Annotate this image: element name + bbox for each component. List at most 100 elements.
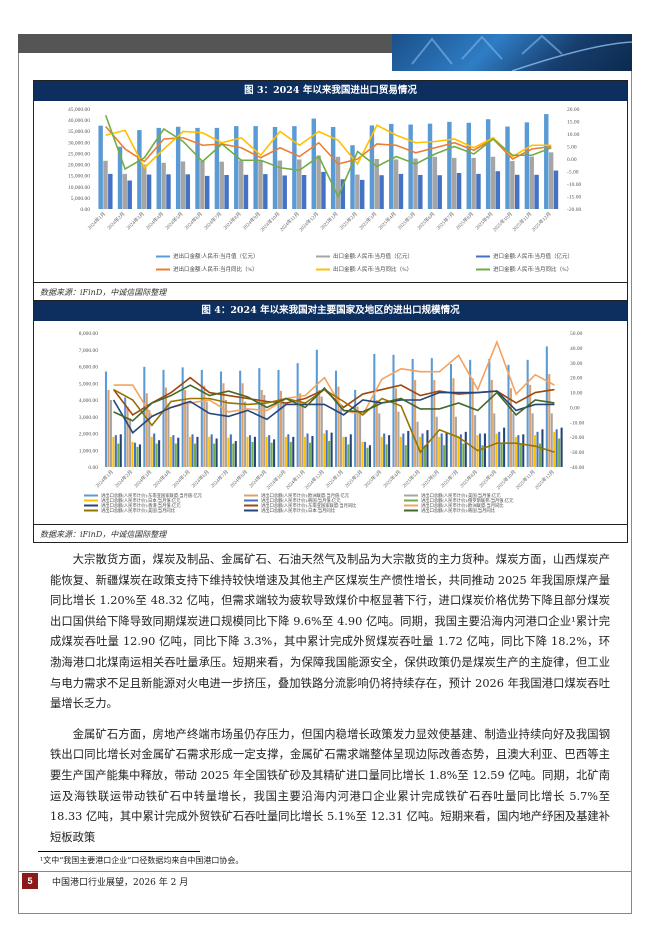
footer-text: 中国港口行业展望，2026 年 2 月	[52, 878, 189, 888]
bar	[210, 434, 213, 467]
bar	[490, 156, 496, 209]
bar	[534, 174, 539, 209]
legend-label: 进出口总额(人民币计价):俄罗斯联邦:当月值:亿元	[421, 497, 514, 504]
bar	[203, 385, 206, 467]
bar	[318, 389, 321, 467]
bar	[430, 358, 433, 467]
bar	[356, 406, 359, 467]
y-tick-label: 2,000.00	[79, 432, 99, 438]
x-tick-label: 2025年5月	[396, 210, 417, 231]
bar	[308, 442, 312, 467]
bar	[306, 433, 309, 467]
x-tick-label: 2025年6月	[416, 210, 437, 231]
bar	[131, 441, 134, 467]
x-tick-label: 2024年3月	[132, 468, 153, 489]
y-tick-label: 40,000.00	[68, 118, 90, 124]
y-tick-label: 0.00	[88, 465, 98, 471]
bar	[462, 443, 465, 467]
y-tick-label: 1,000.00	[79, 448, 99, 454]
bar	[493, 413, 496, 467]
bar	[277, 160, 283, 209]
bar	[138, 444, 141, 467]
bar	[193, 443, 197, 467]
bar	[205, 401, 208, 467]
y-tick-label: 5,000.00	[71, 196, 91, 202]
bar	[349, 434, 352, 467]
bar	[185, 174, 191, 209]
bar	[340, 179, 346, 209]
x-tick-label: 2025年9月	[474, 210, 495, 231]
bar	[452, 378, 455, 467]
y-tick-label: 20,000.00	[68, 163, 90, 169]
bar	[270, 442, 273, 467]
bar	[323, 433, 326, 467]
y-tick-label: 4,000.00	[79, 398, 99, 404]
bar	[438, 436, 441, 467]
legend-label: 进出口总额(人民币计价):东南亚国家联盟:当月值:亿元	[101, 492, 203, 499]
bar	[244, 401, 247, 467]
bar	[514, 436, 517, 467]
legend-swatch	[84, 504, 98, 507]
bar	[301, 405, 304, 467]
x-tick-label: 2025年12月	[530, 210, 553, 233]
bar	[471, 157, 476, 209]
bar	[394, 388, 397, 467]
bar	[304, 436, 307, 467]
bar	[196, 436, 199, 467]
bar	[418, 175, 423, 209]
legend-swatch	[84, 509, 98, 512]
bar	[354, 389, 357, 467]
legend-swatch	[404, 499, 418, 502]
paragraph-coal: 大宗散货方面，煤炭及制品、金属矿石、石油天然气及制品为大宗散货的主力货种。煤炭方…	[50, 553, 610, 711]
x-tick-label: 2025年5月	[401, 468, 422, 489]
bar	[350, 145, 355, 209]
bar	[153, 433, 156, 467]
bar	[380, 436, 383, 467]
bar	[342, 436, 345, 467]
bar	[136, 446, 139, 467]
bar	[337, 386, 340, 467]
bar	[505, 126, 510, 209]
series-line	[113, 384, 555, 422]
bar	[334, 370, 338, 467]
bar	[344, 436, 347, 467]
bar	[498, 431, 501, 467]
bar	[411, 358, 414, 467]
x-tick-label: 2024年3月	[125, 210, 146, 231]
bar	[104, 371, 108, 467]
y2-tick-label: 50.00	[570, 331, 583, 337]
x-tick-label: 2024年7月	[202, 210, 223, 231]
y2-tick-label: 30.00	[570, 361, 583, 367]
bar	[481, 445, 484, 467]
bar	[200, 369, 203, 467]
bar	[180, 161, 186, 209]
bar	[457, 436, 460, 467]
bar	[398, 173, 404, 209]
legend-swatch	[156, 255, 170, 258]
bar	[545, 346, 548, 467]
bar	[177, 437, 180, 467]
bar	[279, 390, 282, 467]
bar	[524, 122, 530, 209]
bar	[98, 125, 103, 209]
x-tick-label: 2024年12月	[303, 468, 326, 491]
bar	[503, 427, 506, 467]
bar	[145, 393, 148, 467]
y-tick-label: 35,000.00	[68, 129, 90, 135]
x-tick-label: 2025年9月	[477, 468, 498, 489]
bar	[519, 443, 522, 467]
bar	[108, 173, 113, 209]
bar	[191, 434, 194, 467]
bar	[368, 445, 371, 467]
bar	[392, 354, 395, 467]
bar	[292, 436, 295, 467]
x-tick-label: 2025年2月	[343, 468, 364, 489]
bar	[330, 432, 333, 467]
bar	[512, 413, 515, 467]
bar	[150, 436, 153, 467]
bar	[531, 413, 534, 467]
bar	[369, 125, 375, 209]
x-tick-label: 2025年4月	[377, 210, 398, 231]
legend-label: 进出口总额(人民币计价):日本:当月同比	[261, 507, 336, 514]
bar	[374, 159, 379, 209]
